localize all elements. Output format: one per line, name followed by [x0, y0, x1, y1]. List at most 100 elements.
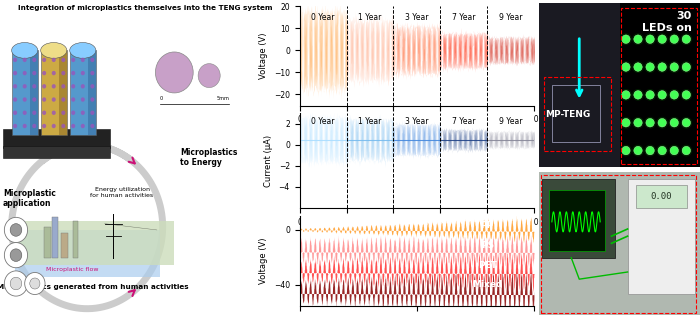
- Text: 5mm: 5mm: [216, 96, 230, 101]
- Circle shape: [657, 33, 668, 45]
- Circle shape: [90, 97, 94, 102]
- Circle shape: [42, 58, 46, 62]
- Bar: [3, 146, 111, 158]
- Text: MP-TENG: MP-TENG: [545, 110, 591, 119]
- Text: PS: PS: [481, 241, 493, 250]
- Circle shape: [155, 52, 193, 93]
- Circle shape: [622, 63, 630, 71]
- Circle shape: [632, 145, 644, 157]
- Circle shape: [680, 33, 692, 45]
- Circle shape: [644, 33, 656, 45]
- Bar: [52, 217, 58, 258]
- Circle shape: [620, 33, 631, 45]
- Circle shape: [52, 111, 56, 115]
- Bar: [542, 179, 615, 258]
- Circle shape: [632, 33, 644, 45]
- Circle shape: [658, 118, 666, 127]
- Circle shape: [657, 117, 668, 129]
- Circle shape: [644, 61, 656, 73]
- Circle shape: [680, 61, 692, 73]
- Circle shape: [42, 111, 46, 115]
- Circle shape: [10, 224, 22, 236]
- Bar: [544, 77, 612, 151]
- Circle shape: [71, 71, 75, 75]
- Bar: [30, 50, 38, 135]
- Text: Integration of microplastics themselves into the TENG system: Integration of microplastics themselves …: [18, 5, 272, 11]
- Text: 7 Year: 7 Year: [452, 117, 475, 126]
- Circle shape: [668, 33, 680, 45]
- Circle shape: [62, 111, 65, 115]
- Circle shape: [90, 111, 94, 115]
- Y-axis label: Voltage (V): Voltage (V): [259, 238, 268, 284]
- Circle shape: [622, 118, 630, 127]
- Text: Microplastic flow: Microplastic flow: [46, 267, 99, 272]
- Bar: [3, 129, 111, 148]
- Text: 30
LEDs on: 30 LEDs on: [642, 11, 692, 33]
- Circle shape: [13, 71, 17, 75]
- Bar: [627, 179, 695, 294]
- Circle shape: [658, 91, 666, 99]
- Circle shape: [4, 243, 27, 268]
- Text: PP: PP: [481, 221, 493, 230]
- Circle shape: [620, 145, 631, 157]
- Circle shape: [4, 271, 27, 296]
- Circle shape: [682, 63, 690, 71]
- Circle shape: [90, 71, 94, 75]
- Circle shape: [90, 84, 94, 89]
- Ellipse shape: [12, 43, 38, 58]
- Circle shape: [71, 97, 75, 102]
- Circle shape: [13, 124, 17, 128]
- Circle shape: [52, 124, 56, 128]
- Circle shape: [32, 97, 36, 102]
- Circle shape: [22, 124, 27, 128]
- Circle shape: [90, 124, 94, 128]
- Text: 0 Year: 0 Year: [312, 13, 335, 22]
- Circle shape: [42, 84, 46, 89]
- Circle shape: [52, 97, 56, 102]
- Circle shape: [646, 35, 654, 43]
- Circle shape: [682, 118, 690, 127]
- Circle shape: [80, 124, 85, 128]
- Text: Microplastic
application: Microplastic application: [3, 189, 56, 208]
- Circle shape: [22, 97, 27, 102]
- Circle shape: [10, 249, 22, 261]
- Circle shape: [632, 117, 644, 129]
- Circle shape: [62, 124, 65, 128]
- Circle shape: [668, 89, 680, 101]
- Circle shape: [670, 146, 678, 155]
- Circle shape: [646, 118, 654, 127]
- Circle shape: [658, 146, 666, 155]
- Circle shape: [13, 97, 17, 102]
- Circle shape: [32, 84, 36, 89]
- Circle shape: [634, 35, 642, 43]
- Circle shape: [658, 63, 666, 71]
- Circle shape: [634, 91, 642, 99]
- Circle shape: [668, 145, 680, 157]
- Circle shape: [680, 89, 692, 101]
- Circle shape: [52, 71, 56, 75]
- Circle shape: [670, 118, 678, 127]
- Circle shape: [42, 71, 46, 75]
- Circle shape: [668, 117, 680, 129]
- Circle shape: [680, 145, 692, 157]
- Bar: [61, 233, 69, 258]
- Circle shape: [622, 35, 630, 43]
- Circle shape: [80, 71, 85, 75]
- Circle shape: [622, 91, 630, 99]
- Bar: [620, 3, 700, 167]
- Text: 7 Year: 7 Year: [452, 13, 475, 22]
- Bar: [12, 50, 38, 135]
- Circle shape: [62, 97, 65, 102]
- Text: Microplastics
to Energy: Microplastics to Energy: [180, 148, 237, 167]
- Circle shape: [80, 84, 85, 89]
- Text: Microplastics generated from human activities: Microplastics generated from human activ…: [0, 284, 189, 290]
- Circle shape: [71, 124, 75, 128]
- Bar: [15, 220, 174, 265]
- Text: 9 Year: 9 Year: [499, 117, 522, 126]
- Text: 3 Year: 3 Year: [405, 117, 428, 126]
- Circle shape: [62, 84, 65, 89]
- Circle shape: [644, 89, 656, 101]
- Circle shape: [13, 58, 17, 62]
- Circle shape: [22, 58, 27, 62]
- Circle shape: [657, 145, 668, 157]
